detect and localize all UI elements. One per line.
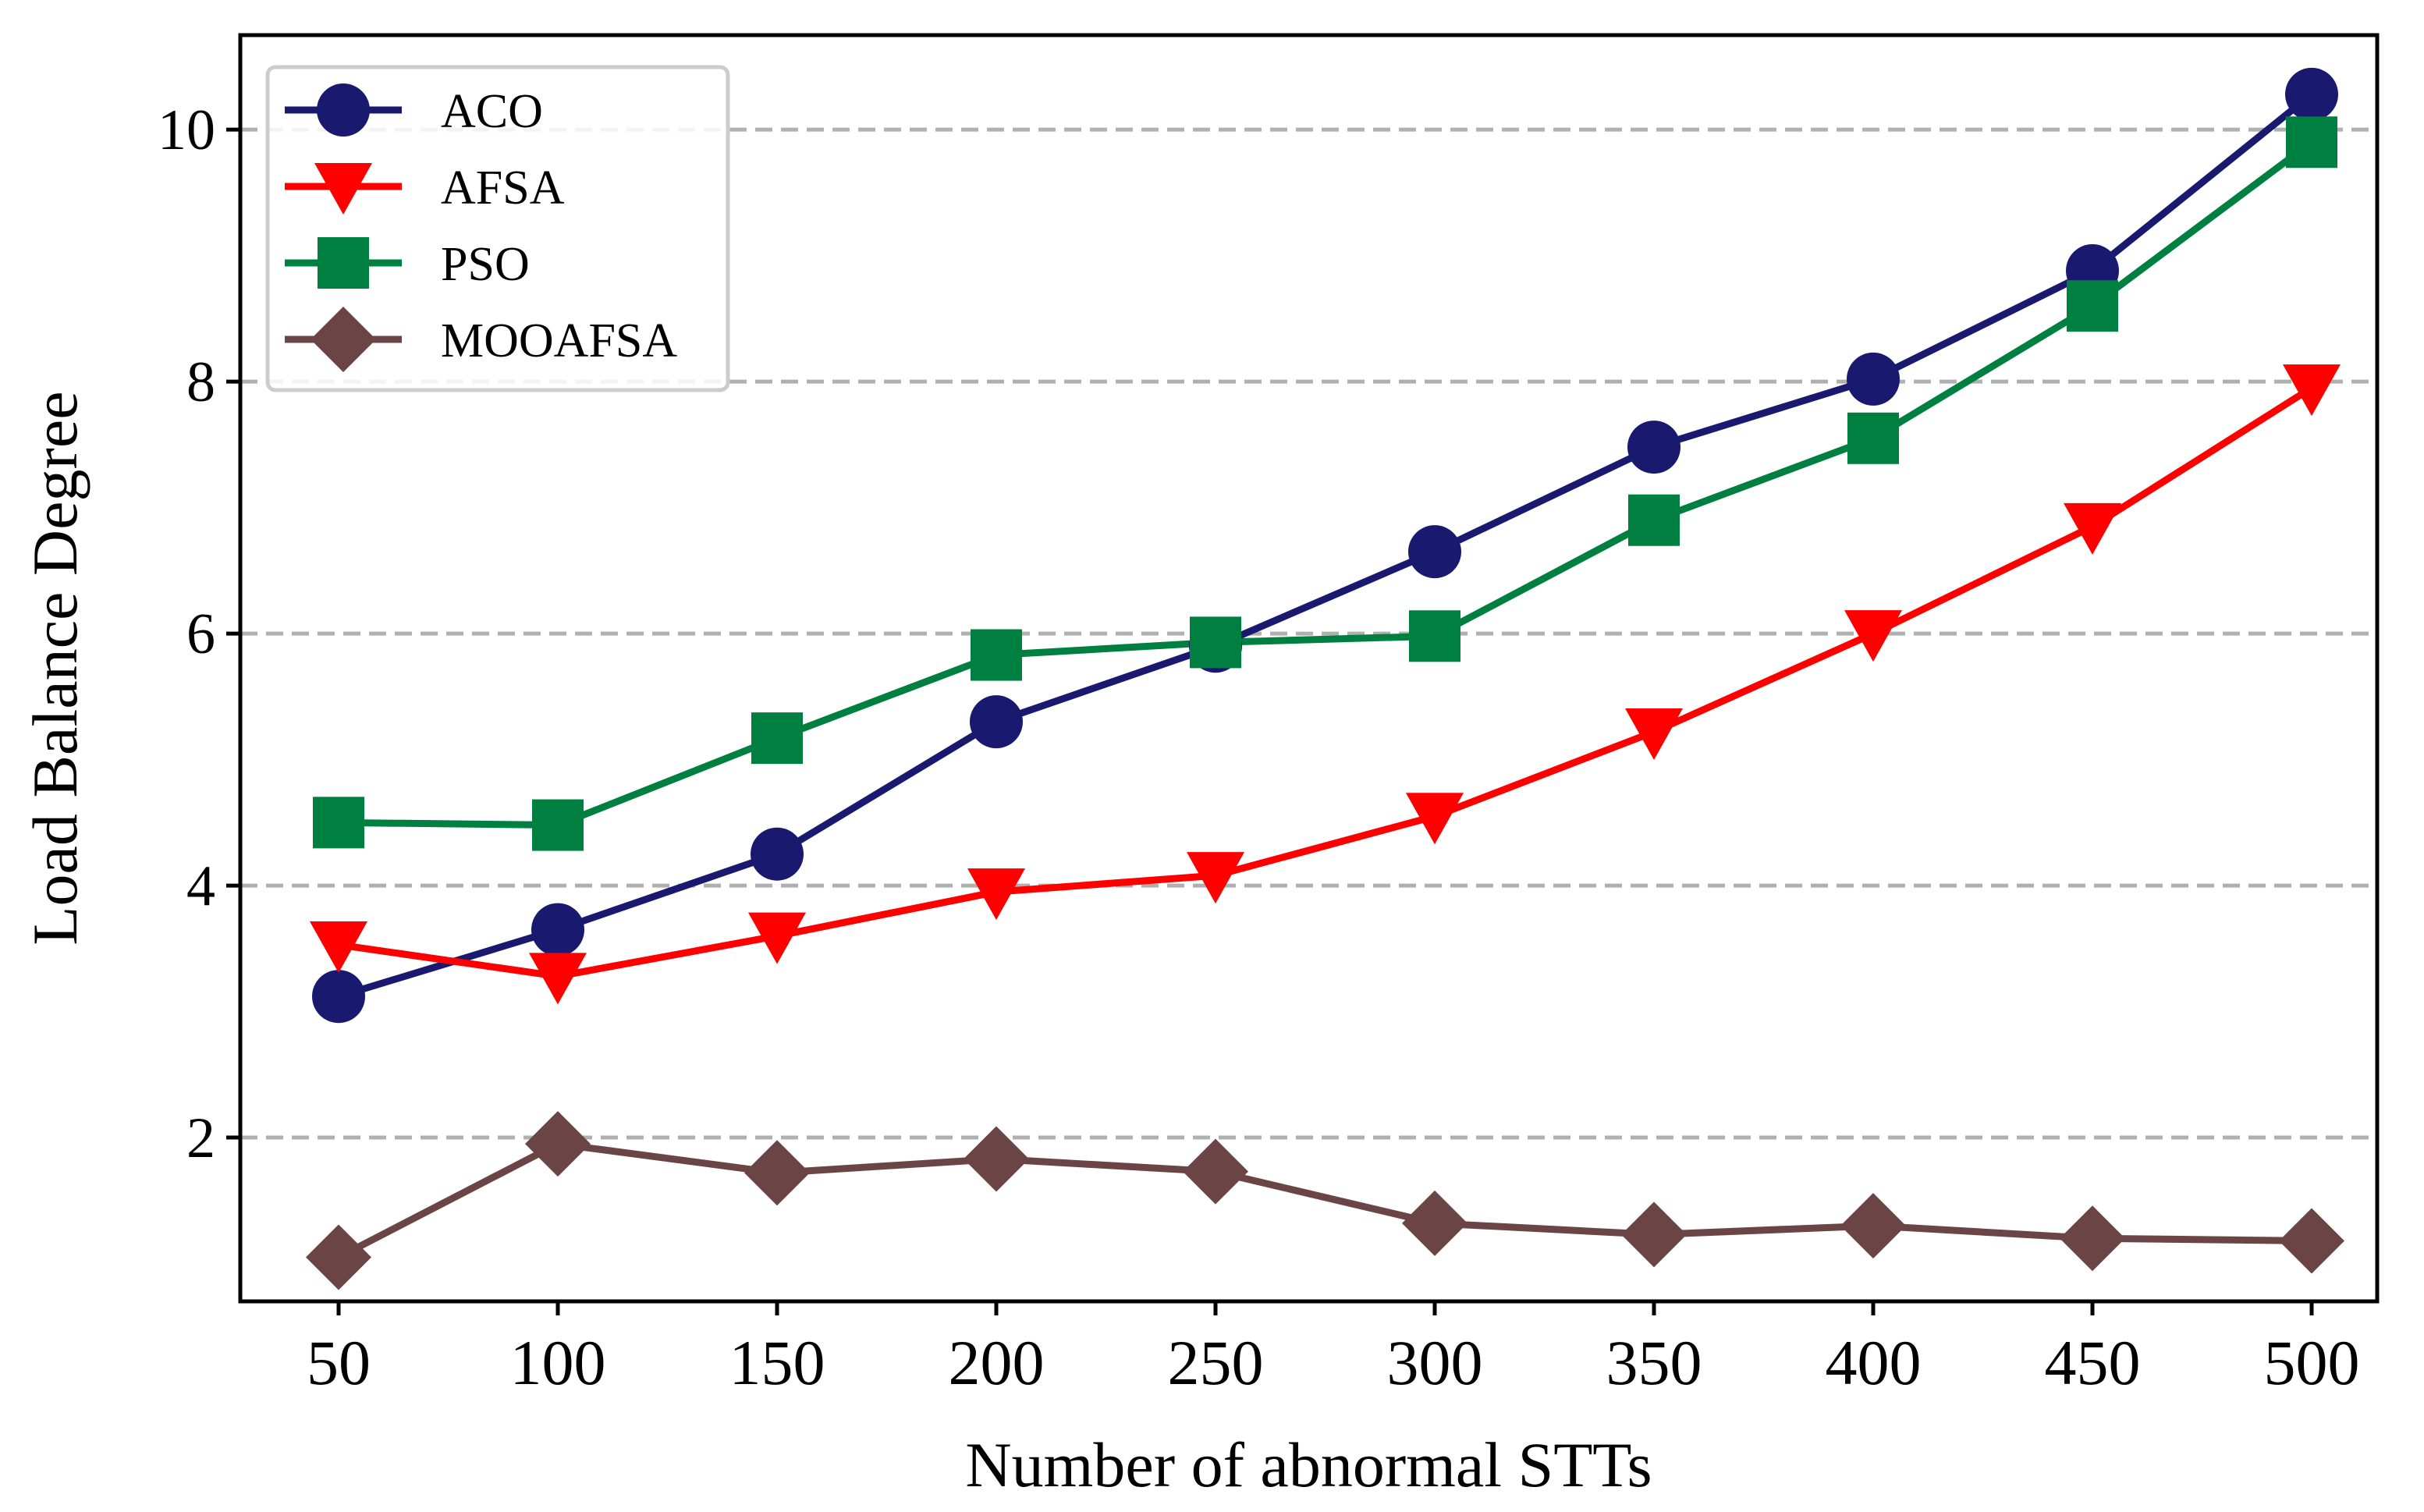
series-line-mooafsa [336,1140,2312,1261]
point-aco-300 [1408,525,1461,579]
point-afsa-200 [967,868,1025,921]
point-mooafsa-100 [525,1111,591,1177]
legend-marker-pso [318,237,369,289]
point-afsa-450 [2064,502,2121,555]
legend-label-mooafsa: MOOAFSA [441,314,677,367]
point-mooafsa-400 [1840,1193,1906,1259]
point-pso-350 [1628,494,1680,546]
plot-frame [238,33,2380,1304]
point-mooafsa-250 [1183,1138,1248,1205]
point-pso-250 [1190,616,1241,669]
series-line-pso [338,139,2314,829]
axis-ticks: 2 4 6 8 10 50 100 150 200 250 300 350 400 450 500 [158,98,2360,1398]
point-aco-400 [1847,352,1900,406]
y-tick-label: 4 [186,854,215,918]
legend-label-aco: ACO [441,85,543,138]
y-tick-label: 2 [186,1106,215,1170]
y-tick-label: 10 [158,98,215,162]
x-axis-label: Number of abnormal STTs [965,1429,1652,1500]
series-markers [306,67,2344,1290]
point-aco-350 [1627,421,1680,474]
y-axis-label: Load Balance Degree [20,391,91,945]
point-afsa-350 [1625,708,1683,761]
point-mooafsa-200 [964,1126,1029,1192]
point-pso-500 [2286,116,2337,169]
point-mooafsa-50 [306,1224,371,1290]
point-pso-300 [1409,610,1460,662]
point-pso-150 [751,712,803,765]
series-lines [336,91,2314,1261]
point-mooafsa-300 [1402,1190,1468,1256]
point-aco-100 [531,903,584,957]
x-tick-label: 300 [1387,1327,1483,1398]
grid-lines [240,127,2377,1140]
point-aco-50 [312,970,365,1024]
x-tick-label: 100 [510,1327,606,1398]
legend-box [265,65,730,392]
legend-marker-mooafsa [311,307,376,372]
point-mooafsa-150 [744,1140,810,1206]
y-tick-label: 8 [186,350,215,414]
point-aco-150 [751,827,804,881]
point-pso-200 [971,629,1022,681]
point-aco-200 [970,695,1023,749]
x-tick-label: 200 [949,1327,1045,1398]
point-afsa-150 [748,912,806,964]
x-tick-label: 500 [2264,1327,2360,1398]
legend: ACO AFSA PSO MOOAFSA [265,65,730,392]
point-pso-50 [313,797,364,849]
point-pso-450 [2067,280,2118,332]
point-afsa-500 [2283,364,2341,417]
point-mooafsa-350 [1621,1201,1687,1268]
series-line-afsa [338,385,2314,980]
point-afsa-100 [529,953,587,1005]
legend-marker-aco [317,83,370,137]
legend-marker-afsa [314,163,372,215]
point-aco-500 [2285,67,2338,121]
point-mooafsa-450 [2060,1205,2125,1272]
point-pso-400 [1847,412,1899,464]
legend-label-afsa: AFSA [441,161,565,215]
point-afsa-50 [310,921,367,973]
point-mooafsa-500 [2279,1208,2344,1274]
x-tick-label: 150 [729,1327,825,1398]
y-tick-label: 6 [186,602,215,666]
point-afsa-300 [1406,793,1464,845]
point-pso-100 [532,799,584,851]
x-tick-label: 50 [307,1327,371,1398]
series-line-aco [337,91,2314,1000]
x-tick-label: 450 [2045,1327,2141,1398]
point-afsa-250 [1187,852,1244,904]
point-afsa-400 [1844,610,1902,662]
x-tick-label: 350 [1606,1327,1702,1398]
x-tick-label: 400 [1826,1327,1922,1398]
x-tick-label: 250 [1168,1327,1264,1398]
legend-label-pso: PSO [441,238,530,291]
